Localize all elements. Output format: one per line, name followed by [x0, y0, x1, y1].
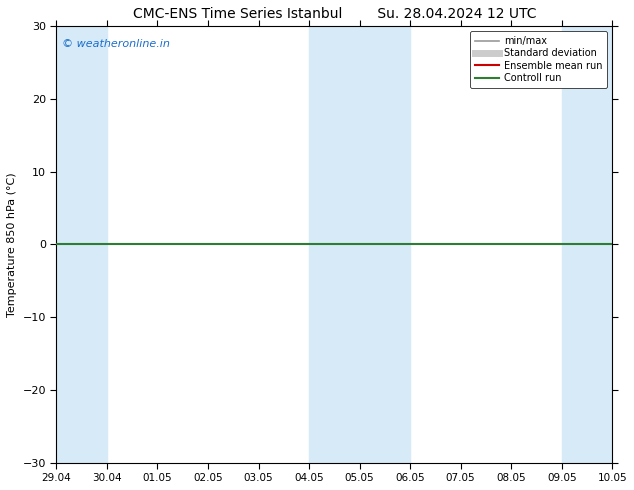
Legend: min/max, Standard deviation, Ensemble mean run, Controll run: min/max, Standard deviation, Ensemble me…	[470, 31, 607, 88]
Title: CMC-ENS Time Series Istanbul        Su. 28.04.2024 12 UTC: CMC-ENS Time Series Istanbul Su. 28.04.2…	[133, 7, 536, 21]
Text: © weatheronline.in: © weatheronline.in	[62, 39, 170, 49]
Bar	[562, 26, 634, 463]
Bar	[56, 26, 107, 463]
Y-axis label: Temperature 850 hPa (°C): Temperature 850 hPa (°C)	[7, 172, 17, 317]
Bar	[309, 26, 410, 463]
